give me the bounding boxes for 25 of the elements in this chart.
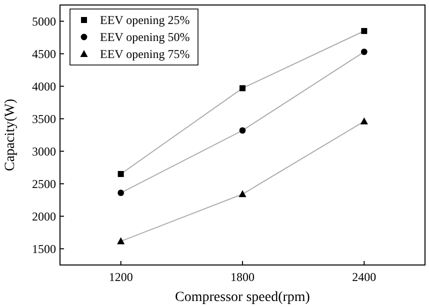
x-tick-label: 1200 xyxy=(108,270,133,284)
y-tick-label: 3000 xyxy=(32,144,56,158)
y-tick-label: 2500 xyxy=(32,176,56,191)
point xyxy=(360,48,368,55)
legend-label: EEV opening 25% xyxy=(100,13,190,27)
y-axis-title: Capacity(W) xyxy=(3,98,18,172)
y-tick-label: 2000 xyxy=(32,209,56,224)
point xyxy=(360,117,368,124)
y-tick-label: 3500 xyxy=(32,112,56,126)
point xyxy=(117,237,125,244)
x-tick-label: 1800 xyxy=(230,270,254,284)
point xyxy=(361,28,368,34)
legend-label: EEV opening 50% xyxy=(100,30,190,44)
y-tick-label: 1500 xyxy=(32,242,56,256)
point xyxy=(239,127,246,134)
point xyxy=(240,85,246,92)
point xyxy=(118,190,124,196)
y-tick-label: 5000 xyxy=(32,14,56,28)
x-axis-title: Compressor speed(rpm) xyxy=(175,290,310,305)
legend-label: EEV opening 75% xyxy=(100,47,190,61)
point xyxy=(238,190,246,198)
x-tick-label: 2400 xyxy=(352,270,376,284)
point xyxy=(118,171,124,177)
y-tick-label: 4000 xyxy=(32,79,56,94)
y-tick-label: 4500 xyxy=(32,46,56,61)
